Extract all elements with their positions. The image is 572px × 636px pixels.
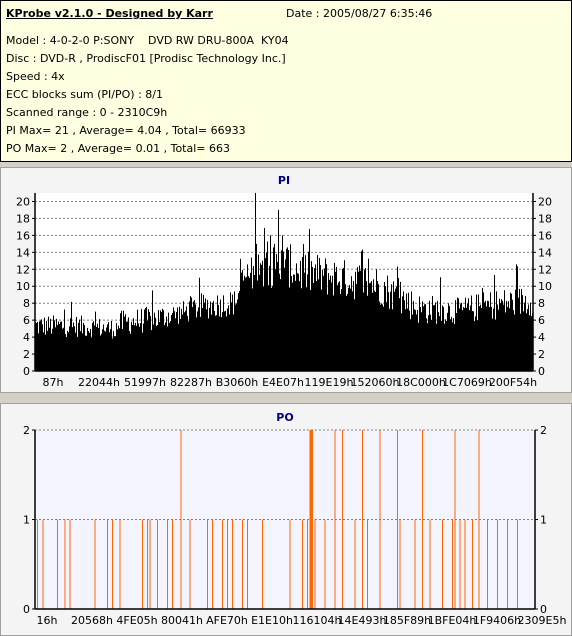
x-tick-label: 82287h xyxy=(170,376,212,389)
x-tick-label: 22044h xyxy=(78,376,120,389)
info-panel: KProbe v2.1.0 - Designed by Karr Date : … xyxy=(0,0,572,162)
y-tick-label: 14 xyxy=(538,246,552,259)
y-tick-label: 12 xyxy=(538,263,552,276)
y-tick-label: 1 xyxy=(23,514,30,527)
y-tick-label: 20 xyxy=(16,195,30,208)
pi-chart-panel: PI 0 0 2 2 4 4 6 6 8 8 10 10 12 12 14 14 16 16 18 18 20 20 87h 2… xyxy=(0,167,572,393)
po-dense-band xyxy=(309,430,313,609)
pi-bars xyxy=(35,193,533,371)
x-tick-label: 1C7069h xyxy=(442,376,492,389)
y-tick-label: 18 xyxy=(538,212,552,225)
x-tick-label: E1E10h xyxy=(251,614,293,627)
y-tick-label: 0 xyxy=(538,365,545,378)
x-tick-label: 200F54h xyxy=(489,376,537,389)
speed-info: Speed : 4x xyxy=(6,70,65,83)
y-tick-label: 20 xyxy=(538,195,552,208)
chart-title: PO xyxy=(276,411,293,424)
po-chart: PO 0 0 1 1 2 2 16h 20568h 4FE05h 80041h AFE70h E1E10… xyxy=(23,411,567,627)
y-tick-label: 1 xyxy=(540,514,547,527)
x-tick-label: 14E493h xyxy=(338,614,387,627)
x-tick-label: 1BFE04h xyxy=(428,614,477,627)
x-tick-label: 152060h xyxy=(351,376,400,389)
x-tick-label: 4FE05h xyxy=(116,614,157,627)
po-summary: PO Max= 2 , Average= 0.01 , Total= 663 xyxy=(6,142,230,155)
x-tick-label: AFE70h xyxy=(206,614,248,627)
y-tick-label: 8 xyxy=(23,297,30,310)
y-tick-label: 2 xyxy=(540,424,547,437)
x-tick-label: 80041h xyxy=(161,614,203,627)
disc-info: Disc : DVD-R , ProdiscF01 [Prodisc Techn… xyxy=(6,52,286,65)
x-tick-label: 16h xyxy=(37,614,58,627)
y-tick-label: 2 xyxy=(538,348,545,361)
y-tick-label: 16 xyxy=(16,229,30,242)
ecc-sum: ECC blocks sum (PI/PO) : 8/1 xyxy=(6,88,163,101)
x-tick-label: 87h xyxy=(43,376,64,389)
x-tick-label: 2309E5h xyxy=(518,614,567,627)
x-tick-label: 18C000h xyxy=(396,376,446,389)
y-tick-label: 2 xyxy=(23,424,30,437)
y-tick-label: 14 xyxy=(16,246,30,259)
y-tick-label: 16 xyxy=(538,229,552,242)
y-tick-label: 10 xyxy=(538,280,552,293)
y-tick-label: 4 xyxy=(23,331,30,344)
drive-model: Model : 4-0-2-0 P:SONY DVD RW DRU-800A K… xyxy=(6,34,289,47)
x-tick-label: 51997h xyxy=(124,376,166,389)
y-tick-label: 6 xyxy=(538,314,545,327)
scan-date: Date : 2005/08/27 6:35:46 xyxy=(286,7,433,20)
y-tick-label: 10 xyxy=(16,280,30,293)
app-title: KProbe v2.1.0 - Designed by Karr xyxy=(6,7,213,20)
y-tick-label: 12 xyxy=(16,263,30,276)
y-tick-label: 0 xyxy=(540,603,547,616)
y-tick-label: 4 xyxy=(538,331,545,344)
x-tick-label: 20568h xyxy=(71,614,113,627)
x-tick-label: 119E19h xyxy=(305,376,354,389)
pi-chart: PI 0 0 2 2 4 4 6 6 8 8 10 10 12 12 14 14 16 16 18 18 20 20 87h 2… xyxy=(16,174,552,389)
y-tick-label: 2 xyxy=(23,348,30,361)
y-tick-label: 0 xyxy=(23,365,30,378)
x-tick-label: 1F9406h xyxy=(473,614,521,627)
y-tick-label: 6 xyxy=(23,314,30,327)
x-tick-label: 116104h xyxy=(293,614,342,627)
po-bars xyxy=(37,430,518,609)
x-tick-label: 185F89h xyxy=(383,614,431,627)
chart-title: PI xyxy=(278,174,290,187)
y-tick-label: 0 xyxy=(23,603,30,616)
x-tick-label: E4E07h xyxy=(262,376,304,389)
scanned-range: Scanned range : 0 - 2310C9h xyxy=(6,106,168,119)
y-tick-label: 8 xyxy=(538,297,545,310)
pi-summary: PI Max= 21 , Average= 4.04 , Total= 6693… xyxy=(6,124,246,137)
y-tick-label: 18 xyxy=(16,212,30,225)
po-chart-panel: PO 0 0 1 1 2 2 16h 20568h 4FE05h 80041h AFE70h E1E10… xyxy=(0,403,572,636)
x-tick-label: B3060h xyxy=(216,376,259,389)
